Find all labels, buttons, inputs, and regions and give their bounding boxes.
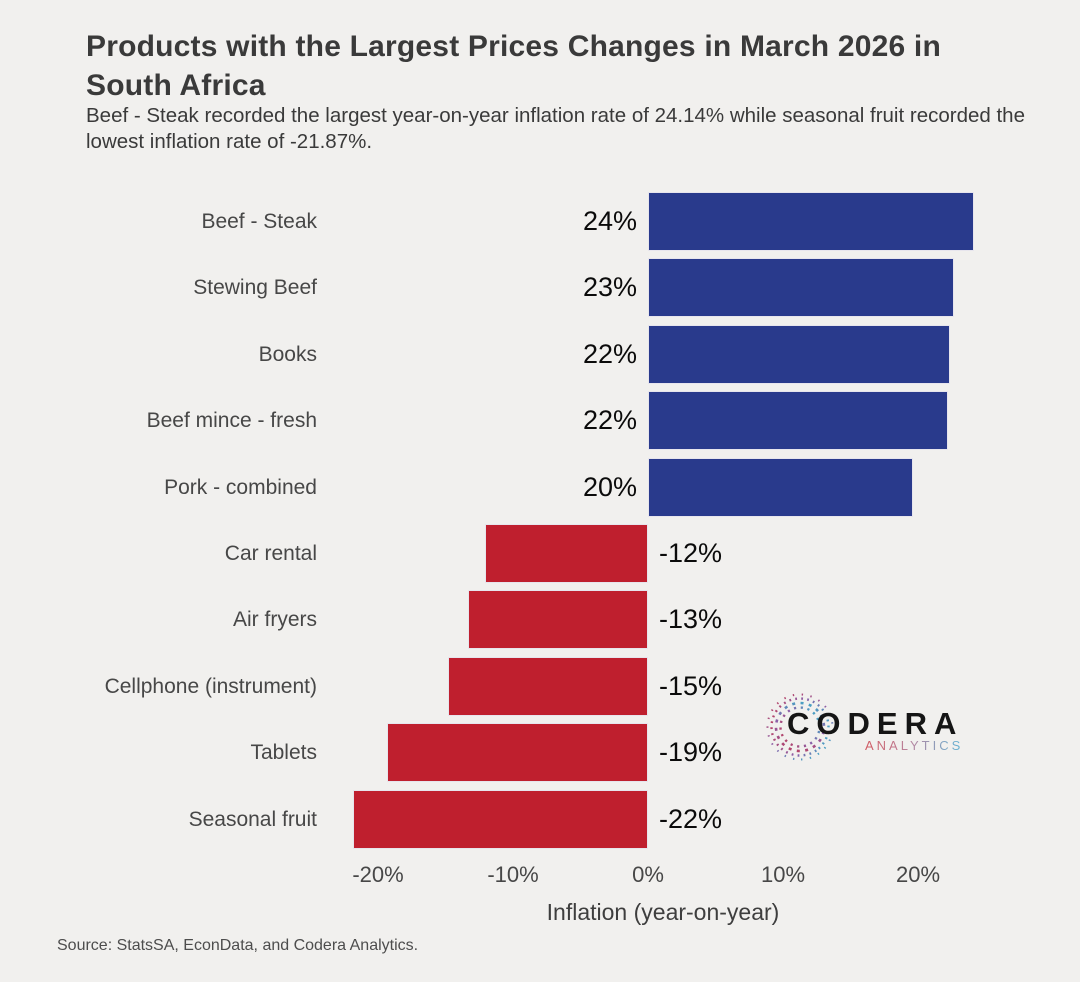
category-label: Pork - combined [164, 475, 317, 499]
category-label: Seasonal fruit [188, 807, 317, 831]
bar [468, 590, 648, 650]
codera-logo-wordmark: CODERA [787, 706, 964, 741]
category-label: Air fryers [233, 608, 317, 632]
value-label: 22% [582, 405, 637, 436]
value-label: 20% [582, 471, 637, 502]
bar [448, 656, 648, 716]
codera-logo-icon [766, 693, 834, 761]
category-label: Books [258, 342, 317, 366]
bar [387, 723, 648, 783]
bar [648, 391, 948, 451]
category-label: Beef - Steak [201, 210, 317, 233]
codera-logo-subbrand: ANALYTICS [865, 738, 964, 753]
x-axis-tick-label: -10% [487, 862, 539, 887]
value-label: -22% [659, 803, 723, 834]
value-label: -13% [659, 604, 723, 635]
category-label: Stewing Beef [193, 276, 317, 300]
x-axis-tick-label: -20% [352, 862, 404, 887]
category-label: Cellphone (instrument) [104, 674, 317, 698]
bar [484, 524, 648, 583]
bar [648, 324, 951, 384]
category-label: Car rental [224, 542, 317, 565]
category-label: Tablets [250, 741, 317, 765]
value-label: 24% [582, 206, 637, 236]
x-axis-tick-label: 20% [895, 862, 941, 887]
source-note: Source: StatsSA, EconData, and Codera An… [57, 937, 419, 954]
bar [352, 789, 648, 849]
codera-logo: CODERA ANALYTICS [766, 690, 976, 768]
value-label: -15% [659, 670, 723, 701]
value-label: 23% [582, 272, 637, 303]
category-label: Beef mince - fresh [146, 409, 317, 433]
x-axis-title: Inflation (year-on-year) [546, 899, 780, 925]
value-label: 22% [582, 338, 637, 369]
x-axis-tick-label: 10% [760, 862, 806, 887]
chart-title: Products with the Largest Prices Changes… [86, 30, 941, 102]
value-label: -19% [659, 737, 723, 768]
x-axis-tick-label: 0% [632, 862, 664, 887]
value-label: -12% [659, 538, 723, 568]
bar [648, 192, 974, 251]
bar [648, 457, 913, 517]
bar [648, 258, 955, 318]
chart-subtitle: Beef - Steak recorded the largest year-o… [86, 104, 1025, 153]
